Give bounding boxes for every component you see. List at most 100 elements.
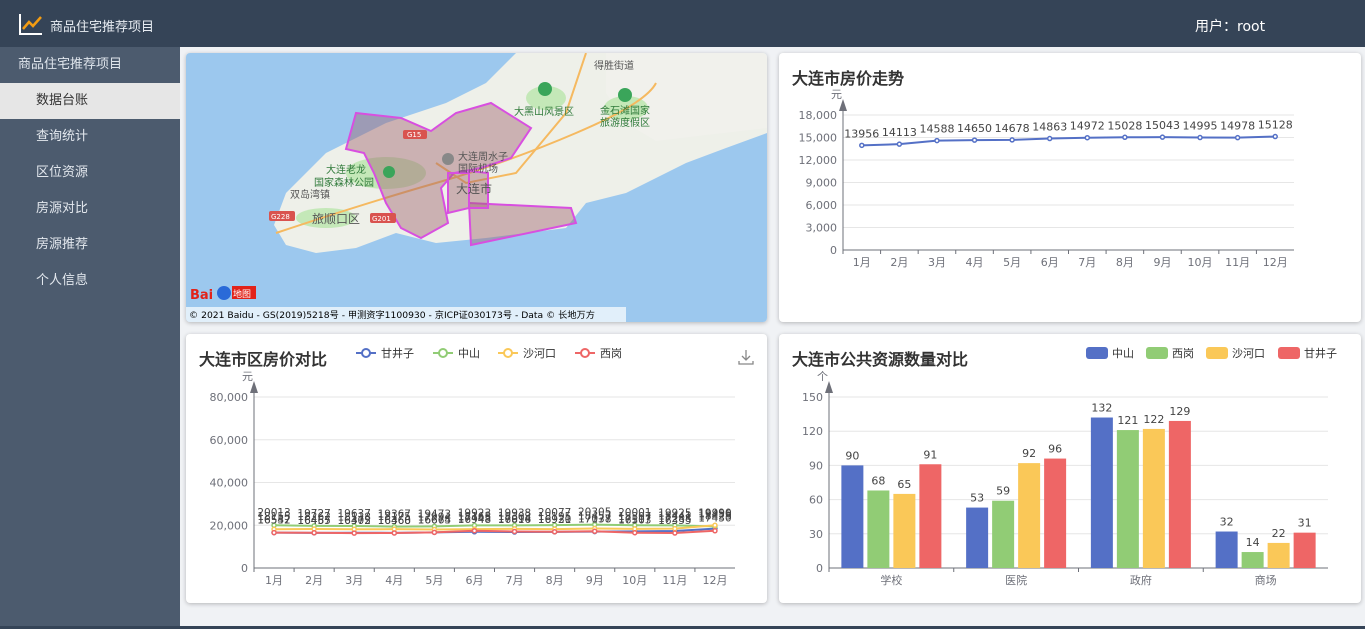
data-label: 16475 xyxy=(338,515,371,527)
sidebar-item-listing-compare[interactable]: 房源对比 xyxy=(36,201,89,216)
x-tick-label: 2月 xyxy=(890,256,908,269)
data-label: 16931 xyxy=(538,514,571,526)
sidebar-item-location-resources[interactable]: 区位资源 xyxy=(36,165,89,180)
legend-swatch xyxy=(1146,347,1168,359)
bar-value-label: 59 xyxy=(996,485,1010,498)
sidebar-item-query-stats[interactable]: 查询统计 xyxy=(36,129,89,144)
data-label: 19727 xyxy=(297,508,330,520)
x-tick-label: 医院 xyxy=(1005,573,1027,587)
legend-swatch xyxy=(1086,347,1108,359)
district-xigang xyxy=(468,169,489,209)
y-tick-label: 40,000 xyxy=(210,477,249,490)
x-tick-label: 2月 xyxy=(305,574,323,587)
data-point xyxy=(1046,135,1053,142)
district-price-card: 大连市区房价对比 0 20,000 40,000 60,000 80,000 元 1月 2月 3… xyxy=(186,334,767,603)
data-label: 14995 xyxy=(1183,120,1218,133)
data-label: 18118 xyxy=(338,511,371,523)
data-label: 16664 xyxy=(418,514,452,526)
data-point xyxy=(672,525,678,532)
data-label: 17288 xyxy=(658,513,691,525)
sidebar-item-listing-recommend[interactable]: 房源推荐 xyxy=(36,237,89,252)
series-line xyxy=(274,529,716,535)
data-point xyxy=(471,527,478,534)
bar-value-label: 68 xyxy=(871,474,885,487)
data-point xyxy=(1234,134,1241,141)
data-label: 18307 xyxy=(618,511,651,523)
bar-value-label: 122 xyxy=(1143,413,1164,426)
data-label: 14650 xyxy=(957,122,992,135)
price-trend-title: 大连市房价走势 xyxy=(792,69,905,88)
baidu-logo[interactable]: Bai 地图 xyxy=(190,286,256,303)
bar-value-label: 92 xyxy=(1022,447,1036,460)
bar-value-label: 32 xyxy=(1220,516,1234,529)
sidebar-item-profile[interactable]: 个人信息 xyxy=(36,273,89,288)
current-user[interactable]: 用户：root xyxy=(1195,19,1266,35)
x-tick-label: 11月 xyxy=(662,574,687,587)
x-tick-label: 8月 xyxy=(1116,256,1134,269)
x-tick-label: 8月 xyxy=(546,574,564,587)
data-label: 15128 xyxy=(1258,119,1293,132)
data-label: 16816 xyxy=(498,514,532,526)
legend-swatch xyxy=(1206,347,1228,359)
baidu-logo-text: Bai xyxy=(190,288,213,303)
data-label: 18195 xyxy=(538,511,571,523)
bar xyxy=(1293,532,1316,568)
y-axis-unit: 元 xyxy=(242,370,253,383)
sidebar-brand[interactable]: 商品住宅推荐项目 xyxy=(18,57,123,72)
data-label: 16920 xyxy=(538,514,571,526)
download-icon[interactable] xyxy=(737,348,755,366)
x-tick-label: 3月 xyxy=(928,256,946,269)
map-label: 大连周水子 xyxy=(458,150,508,163)
data-label: 17994 xyxy=(418,512,452,524)
y-axis-unit: 元 xyxy=(831,88,842,101)
public-resource-chart: 0 30 60 90 120 150 个学校 医院 政府 商场 90 53 132 32 68 59 121 14… xyxy=(802,346,1337,587)
y-tick-label: 150 xyxy=(802,391,823,404)
bar xyxy=(841,465,864,568)
data-label: 18175 xyxy=(378,511,411,523)
public-resource-card: 大连市公共资源数量对比 0 30 60 90 120 150 个学校 医院 政府 商场 90 53 13… xyxy=(779,334,1361,603)
legend-label: 中山 xyxy=(1112,347,1134,360)
legend-marker xyxy=(503,348,513,358)
data-point xyxy=(712,527,718,534)
y-tick-label: 6,000 xyxy=(806,199,838,212)
road-badge-label: G15 xyxy=(407,131,421,139)
x-tick-label: 7月 xyxy=(506,574,524,587)
sidebar-item-data-ledger[interactable]: 数据台账 xyxy=(0,83,180,119)
baidu-map[interactable]: 得胜街道 大黑山风景区 金石滩国家 旅游度假区 大连老龙 国家森林公园 大连周水… xyxy=(186,53,767,322)
land-east xyxy=(606,53,767,141)
data-label: 20305 xyxy=(578,507,611,519)
data-label: 18441 xyxy=(658,511,691,523)
map-label: 大连市 xyxy=(456,181,492,196)
data-point xyxy=(591,528,598,535)
map-label: 旅游度假区 xyxy=(600,116,650,129)
data-label: 18457 xyxy=(578,511,611,523)
map-label: 旅顺口区 xyxy=(312,212,360,226)
data-label: 15028 xyxy=(1107,119,1142,132)
bar-value-label: 65 xyxy=(897,478,911,491)
bar xyxy=(1215,531,1238,568)
road-line-2 xyxy=(435,53,587,185)
series-line xyxy=(274,524,716,531)
road-badge xyxy=(370,213,396,223)
y-tick-label: 18,000 xyxy=(799,109,838,122)
x-tick-label: 政府 xyxy=(1130,573,1152,587)
data-point xyxy=(1122,134,1128,141)
bar xyxy=(919,464,942,568)
green-area-scenic xyxy=(526,86,566,110)
road-line xyxy=(275,82,657,234)
legend-label: 西岗 xyxy=(1172,347,1194,360)
data-point xyxy=(1009,137,1015,143)
x-tick-label: 1月 xyxy=(265,574,283,587)
x-tick-label: 12月 xyxy=(702,574,727,587)
data-label: 16460 xyxy=(378,515,411,527)
scenic-pin-icon xyxy=(618,88,632,102)
data-label: 18155 xyxy=(257,511,290,523)
data-point xyxy=(1084,134,1091,141)
data-label: 18165 xyxy=(458,511,491,523)
data-point xyxy=(271,529,277,536)
scenic-pin-icon xyxy=(538,82,552,96)
x-tick-label: 5月 xyxy=(425,574,443,587)
data-label: 16503 xyxy=(618,515,651,527)
data-point xyxy=(712,522,718,529)
bar xyxy=(1168,420,1191,568)
